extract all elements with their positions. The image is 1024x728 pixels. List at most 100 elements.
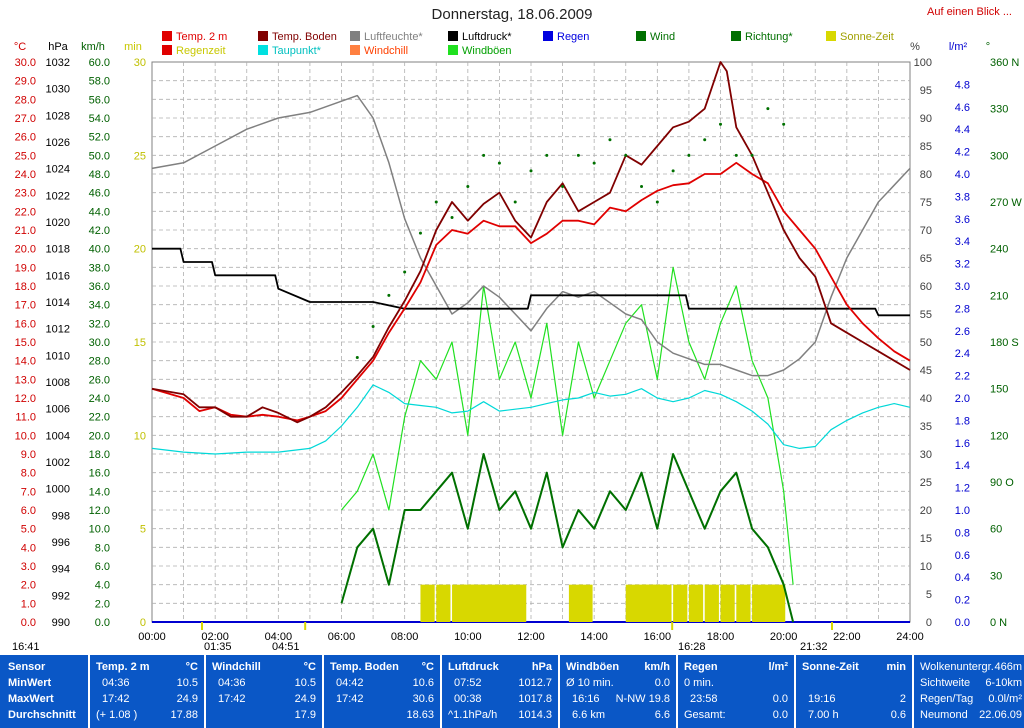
tick-rain: 4.4 xyxy=(955,124,970,136)
stats-windboen-unit: km/h xyxy=(644,661,670,673)
stats-luftdruck-max-time: 00:38 xyxy=(454,693,482,705)
tick-temp: 9.0 xyxy=(21,449,36,461)
stats-sonne-unit: min xyxy=(886,661,906,673)
tick-wind: 56.0 xyxy=(89,94,110,106)
stats-regen-r2b: 0.0 xyxy=(772,693,788,705)
tick-wind: 32.0 xyxy=(89,318,110,330)
time-marker-t4: 21:32 xyxy=(800,641,828,653)
chart-title: Donnerstag, 18.06.2009 xyxy=(431,6,593,23)
legend-item-3: Luftdruck* xyxy=(448,31,512,43)
stats-regen-r2a: 23:58 xyxy=(690,693,718,705)
stats-extra-r1a: Sichtweite xyxy=(920,677,971,689)
tick-pressure: 992 xyxy=(52,590,70,602)
legend-item-1: Temp. Boden xyxy=(258,31,337,43)
tick-minutes: 20 xyxy=(134,244,146,256)
legend-swatch xyxy=(350,45,360,55)
sunshine-bar xyxy=(673,584,688,622)
legend-label: Temp. 2 m xyxy=(176,31,228,43)
legend-label: Luftfeuchte* xyxy=(364,31,423,43)
sunshine-bar xyxy=(771,584,786,622)
stats-luftdruck-avg-val: 1014.3 xyxy=(518,709,552,721)
stats-col-windchill: Windchill °C 04:36 10.5 17:42 24.9 17.9 xyxy=(206,655,324,728)
tick-wind: 26.0 xyxy=(89,374,110,386)
stats-temp2m-max-val: 24.9 xyxy=(176,693,198,705)
tick-pressure: 1000 xyxy=(46,484,70,496)
tick-time: 10:00 xyxy=(454,631,482,643)
tick-rain: 2.0 xyxy=(955,393,970,405)
tick-rain: 3.4 xyxy=(955,236,970,248)
tick-wind: 48.0 xyxy=(89,169,110,181)
tick-rain: 0.6 xyxy=(955,550,970,562)
tick-percent: 20 xyxy=(920,505,932,517)
stats-tempboden-unit: °C xyxy=(421,661,434,673)
tick-rain: 4.8 xyxy=(955,79,970,91)
tick-wind: 54.0 xyxy=(89,113,110,125)
tick-wind: 24.0 xyxy=(89,393,110,405)
time-marker-t3: 16:28 xyxy=(678,641,706,653)
tick-direction: 180 S xyxy=(990,337,1019,349)
direction-point xyxy=(766,107,770,111)
tick-percent: 25 xyxy=(920,477,932,489)
tick-temp: 16.0 xyxy=(15,318,36,330)
tick-percent: 55 xyxy=(920,309,932,321)
tick-wind: 38.0 xyxy=(89,262,110,274)
tick-percent: 85 xyxy=(920,141,932,153)
tick-wind: 34.0 xyxy=(89,300,110,312)
axis-unit-pressure: hPa xyxy=(48,41,68,53)
tick-percent: 45 xyxy=(920,365,932,377)
legend-item-5: Wind xyxy=(636,31,675,43)
legend-label: Taupunkt* xyxy=(272,45,321,57)
tick-rain: 3.8 xyxy=(955,191,970,203)
tick-pressure: 996 xyxy=(52,537,70,549)
legend-label: Temp. Boden xyxy=(272,31,337,43)
stats-row-max: MaxWert xyxy=(8,693,54,705)
tick-wind: 42.0 xyxy=(89,225,110,237)
tick-percent: 10 xyxy=(920,561,932,573)
stats-col-regen: Regen l/m² 0 min. 23:58 0.0 Gesamt: 0.0 xyxy=(678,655,796,728)
stats-temp2m-unit: °C xyxy=(185,661,198,673)
tick-pressure: 1024 xyxy=(46,164,70,176)
stats-row-sensor: Sensor xyxy=(8,661,46,673)
direction-point xyxy=(545,153,549,157)
stats-col-labels: Sensor MinWert MaxWert Durchschnitt xyxy=(0,655,90,728)
stats-windchill-avg-val: 17.9 xyxy=(294,709,316,721)
tick-time: 24:00 xyxy=(896,631,924,643)
tick-rain: 2.2 xyxy=(955,371,970,383)
series-dewpoint-line xyxy=(151,384,911,455)
overview-link[interactable]: Auf einen Blick ... xyxy=(927,6,1012,18)
stats-luftdruck-unit: hPa xyxy=(531,661,552,673)
tick-rain: 1.0 xyxy=(955,505,970,517)
legend-label: Regenzeit xyxy=(176,45,226,57)
tick-wind: 0.0 xyxy=(95,617,110,629)
direction-point xyxy=(640,184,644,188)
tick-pressure: 1028 xyxy=(46,110,70,122)
tick-temp: 17.0 xyxy=(15,300,36,312)
tick-pressure: 1026 xyxy=(46,137,70,149)
tick-direction: 330 xyxy=(990,104,1008,116)
legend-swatch xyxy=(258,45,268,55)
legend-swatch xyxy=(162,45,172,55)
stats-tempboden-title: Temp. Boden xyxy=(330,661,399,673)
stats-col-temp2m: Temp. 2 m °C 04:36 10.5 17:42 24.9 (+ 1.08 … xyxy=(90,655,206,728)
tick-pressure: 1018 xyxy=(46,244,70,256)
time-marker-t1: 01:35 xyxy=(204,641,232,653)
tick-wind: 52.0 xyxy=(89,132,110,144)
stats-tempboden-min-val: 10.6 xyxy=(412,677,434,689)
tick-temp: 12.0 xyxy=(15,393,36,405)
tick-time: 00:00 xyxy=(138,631,166,643)
stats-windboen-r3a: 6.6 km xyxy=(572,709,606,721)
legend-swatch xyxy=(448,45,458,55)
tick-time: 06:00 xyxy=(328,631,356,643)
stats-regen-title: Regen xyxy=(684,661,718,673)
stats-windboen-r3b: 6.6 xyxy=(654,709,670,721)
tick-direction: 270 W xyxy=(990,197,1022,209)
stats-luftdruck-min-time: 07:52 xyxy=(454,677,482,689)
tick-wind: 12.0 xyxy=(89,505,110,517)
tick-pressure: 994 xyxy=(52,564,70,576)
tick-minutes: 15 xyxy=(134,337,146,349)
direction-point xyxy=(719,122,722,126)
legend-item-4: Regen xyxy=(543,31,589,43)
stats-temp2m-title: Temp. 2 m xyxy=(96,661,150,673)
tick-temp: 30.0 xyxy=(15,57,36,69)
direction-point xyxy=(497,161,501,165)
